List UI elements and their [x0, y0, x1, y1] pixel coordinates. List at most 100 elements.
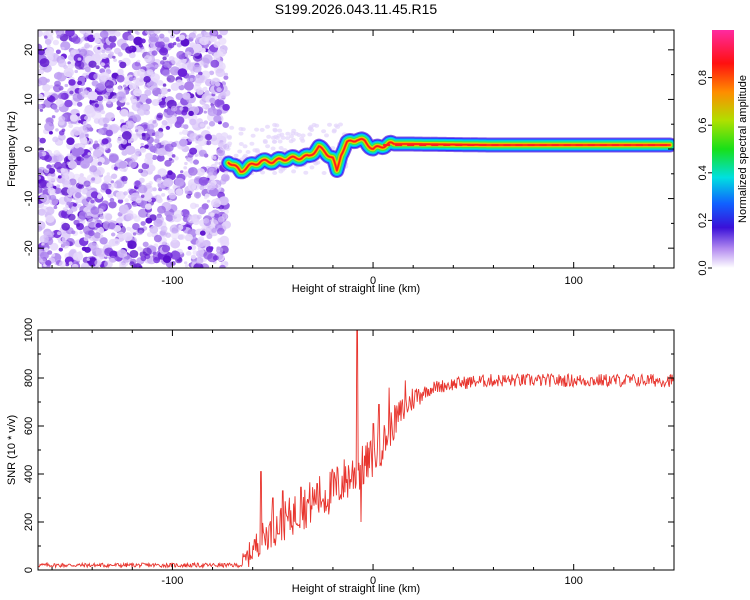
- noise-dot: [98, 129, 104, 135]
- faint-dot: [338, 122, 343, 127]
- noise-dot: [160, 225, 168, 232]
- noise-dot: [106, 172, 111, 176]
- noise-dot: [56, 34, 61, 39]
- noise-dot: [171, 30, 181, 35]
- noise-dot: [149, 145, 157, 153]
- colorbar-gradient: [712, 30, 734, 268]
- noise-dot: [52, 39, 60, 46]
- noise-dot: [161, 245, 171, 253]
- noise-dot: [38, 225, 43, 232]
- noise-dot: [94, 51, 102, 59]
- noise-dot: [122, 84, 127, 88]
- noise-dot: [55, 128, 59, 132]
- noise-dot: [58, 85, 63, 89]
- noise-dot: [197, 206, 207, 215]
- faint-dot: [259, 127, 265, 132]
- y-tick-label: 200: [23, 513, 35, 531]
- noise-dot: [157, 205, 166, 214]
- noise-dot: [196, 88, 204, 96]
- noise-dot: [120, 119, 125, 124]
- noise-dot: [199, 123, 205, 128]
- noise-dot: [71, 36, 81, 44]
- noise-dot: [157, 168, 167, 177]
- noise-dot: [194, 154, 199, 157]
- noise-dot: [203, 120, 209, 125]
- noise-dot: [188, 167, 198, 176]
- noise-dot: [38, 30, 43, 37]
- noise-dot: [138, 229, 143, 234]
- noise-dot: [156, 154, 165, 162]
- noise-dot: [58, 247, 63, 252]
- noise-dot: [62, 180, 72, 189]
- noise-dot: [72, 93, 83, 102]
- faint-dot: [303, 170, 309, 175]
- colorbar-ticks: 0.0 0.2 0.4 0.6 0.8: [697, 70, 712, 276]
- noise-dot: [188, 110, 194, 116]
- noise-dot: [134, 148, 141, 155]
- noise-dot: [117, 249, 127, 258]
- noise-dot: [77, 80, 83, 86]
- noise-dot: [42, 84, 51, 92]
- noise-dot: [125, 213, 134, 221]
- noise-dot: [103, 175, 113, 183]
- noise-dot: [175, 92, 184, 100]
- faint-dot: [309, 165, 315, 170]
- noise-dot: [87, 91, 98, 101]
- noise-dot: [188, 32, 196, 39]
- noise-dot: [129, 250, 139, 258]
- noise-dot: [157, 80, 164, 86]
- noise-dot: [189, 202, 197, 209]
- noise-dot: [94, 140, 98, 144]
- noise-dot: [71, 263, 79, 268]
- noise-dot: [186, 251, 192, 256]
- faint-dot: [272, 139, 278, 144]
- noise-dot: [78, 87, 88, 96]
- noise-dot: [162, 69, 170, 77]
- noise-dot: [156, 112, 164, 119]
- noise-dot: [162, 83, 167, 87]
- noise-dot: [177, 68, 188, 77]
- x-tick-label: -100: [161, 575, 183, 587]
- noise-dot: [213, 115, 222, 123]
- noise-dot: [157, 94, 162, 98]
- noise-dot: [137, 246, 143, 251]
- noise-dot: [73, 219, 80, 226]
- noise-dot: [181, 110, 188, 116]
- noise-dot: [217, 227, 225, 235]
- noise-dot: [97, 117, 107, 126]
- noise-dot: [63, 67, 74, 78]
- faint-dot: [282, 148, 288, 153]
- faint-dot: [260, 170, 266, 175]
- colorbar: 0.0 0.2 0.4 0.6 0.8 Normalized spectral ampl…: [697, 30, 749, 276]
- noise-dot: [203, 31, 208, 36]
- noise-dot: [117, 51, 123, 57]
- noise-dot: [121, 131, 132, 140]
- noise-dot: [134, 180, 141, 186]
- noise-dot: [141, 162, 150, 170]
- faint-dot: [285, 136, 291, 141]
- noise-dot: [196, 168, 206, 177]
- noise-dot: [52, 185, 57, 190]
- noise-dot: [79, 231, 83, 234]
- noise-dot: [156, 197, 163, 204]
- noise-dot: [127, 34, 135, 41]
- x-tick-label: -100: [161, 275, 183, 287]
- noise-dot: [44, 38, 52, 45]
- noise-dot: [125, 46, 134, 54]
- noise-dot: [87, 218, 98, 228]
- noise-dot: [117, 231, 125, 238]
- noise-dot: [206, 199, 211, 203]
- noise-dot: [219, 30, 228, 36]
- noise-dot: [184, 233, 193, 242]
- noise-dot: [218, 37, 227, 45]
- noise-dot: [53, 205, 58, 210]
- noise-dot: [73, 251, 84, 261]
- noise-dot: [186, 193, 192, 199]
- noise-dot: [187, 246, 192, 250]
- noise-dot: [47, 187, 56, 195]
- colorbar-tick-label: 0.6: [697, 118, 709, 133]
- faint-dot: [288, 139, 294, 144]
- noise-dot: [182, 92, 191, 100]
- noise-dot: [202, 54, 213, 64]
